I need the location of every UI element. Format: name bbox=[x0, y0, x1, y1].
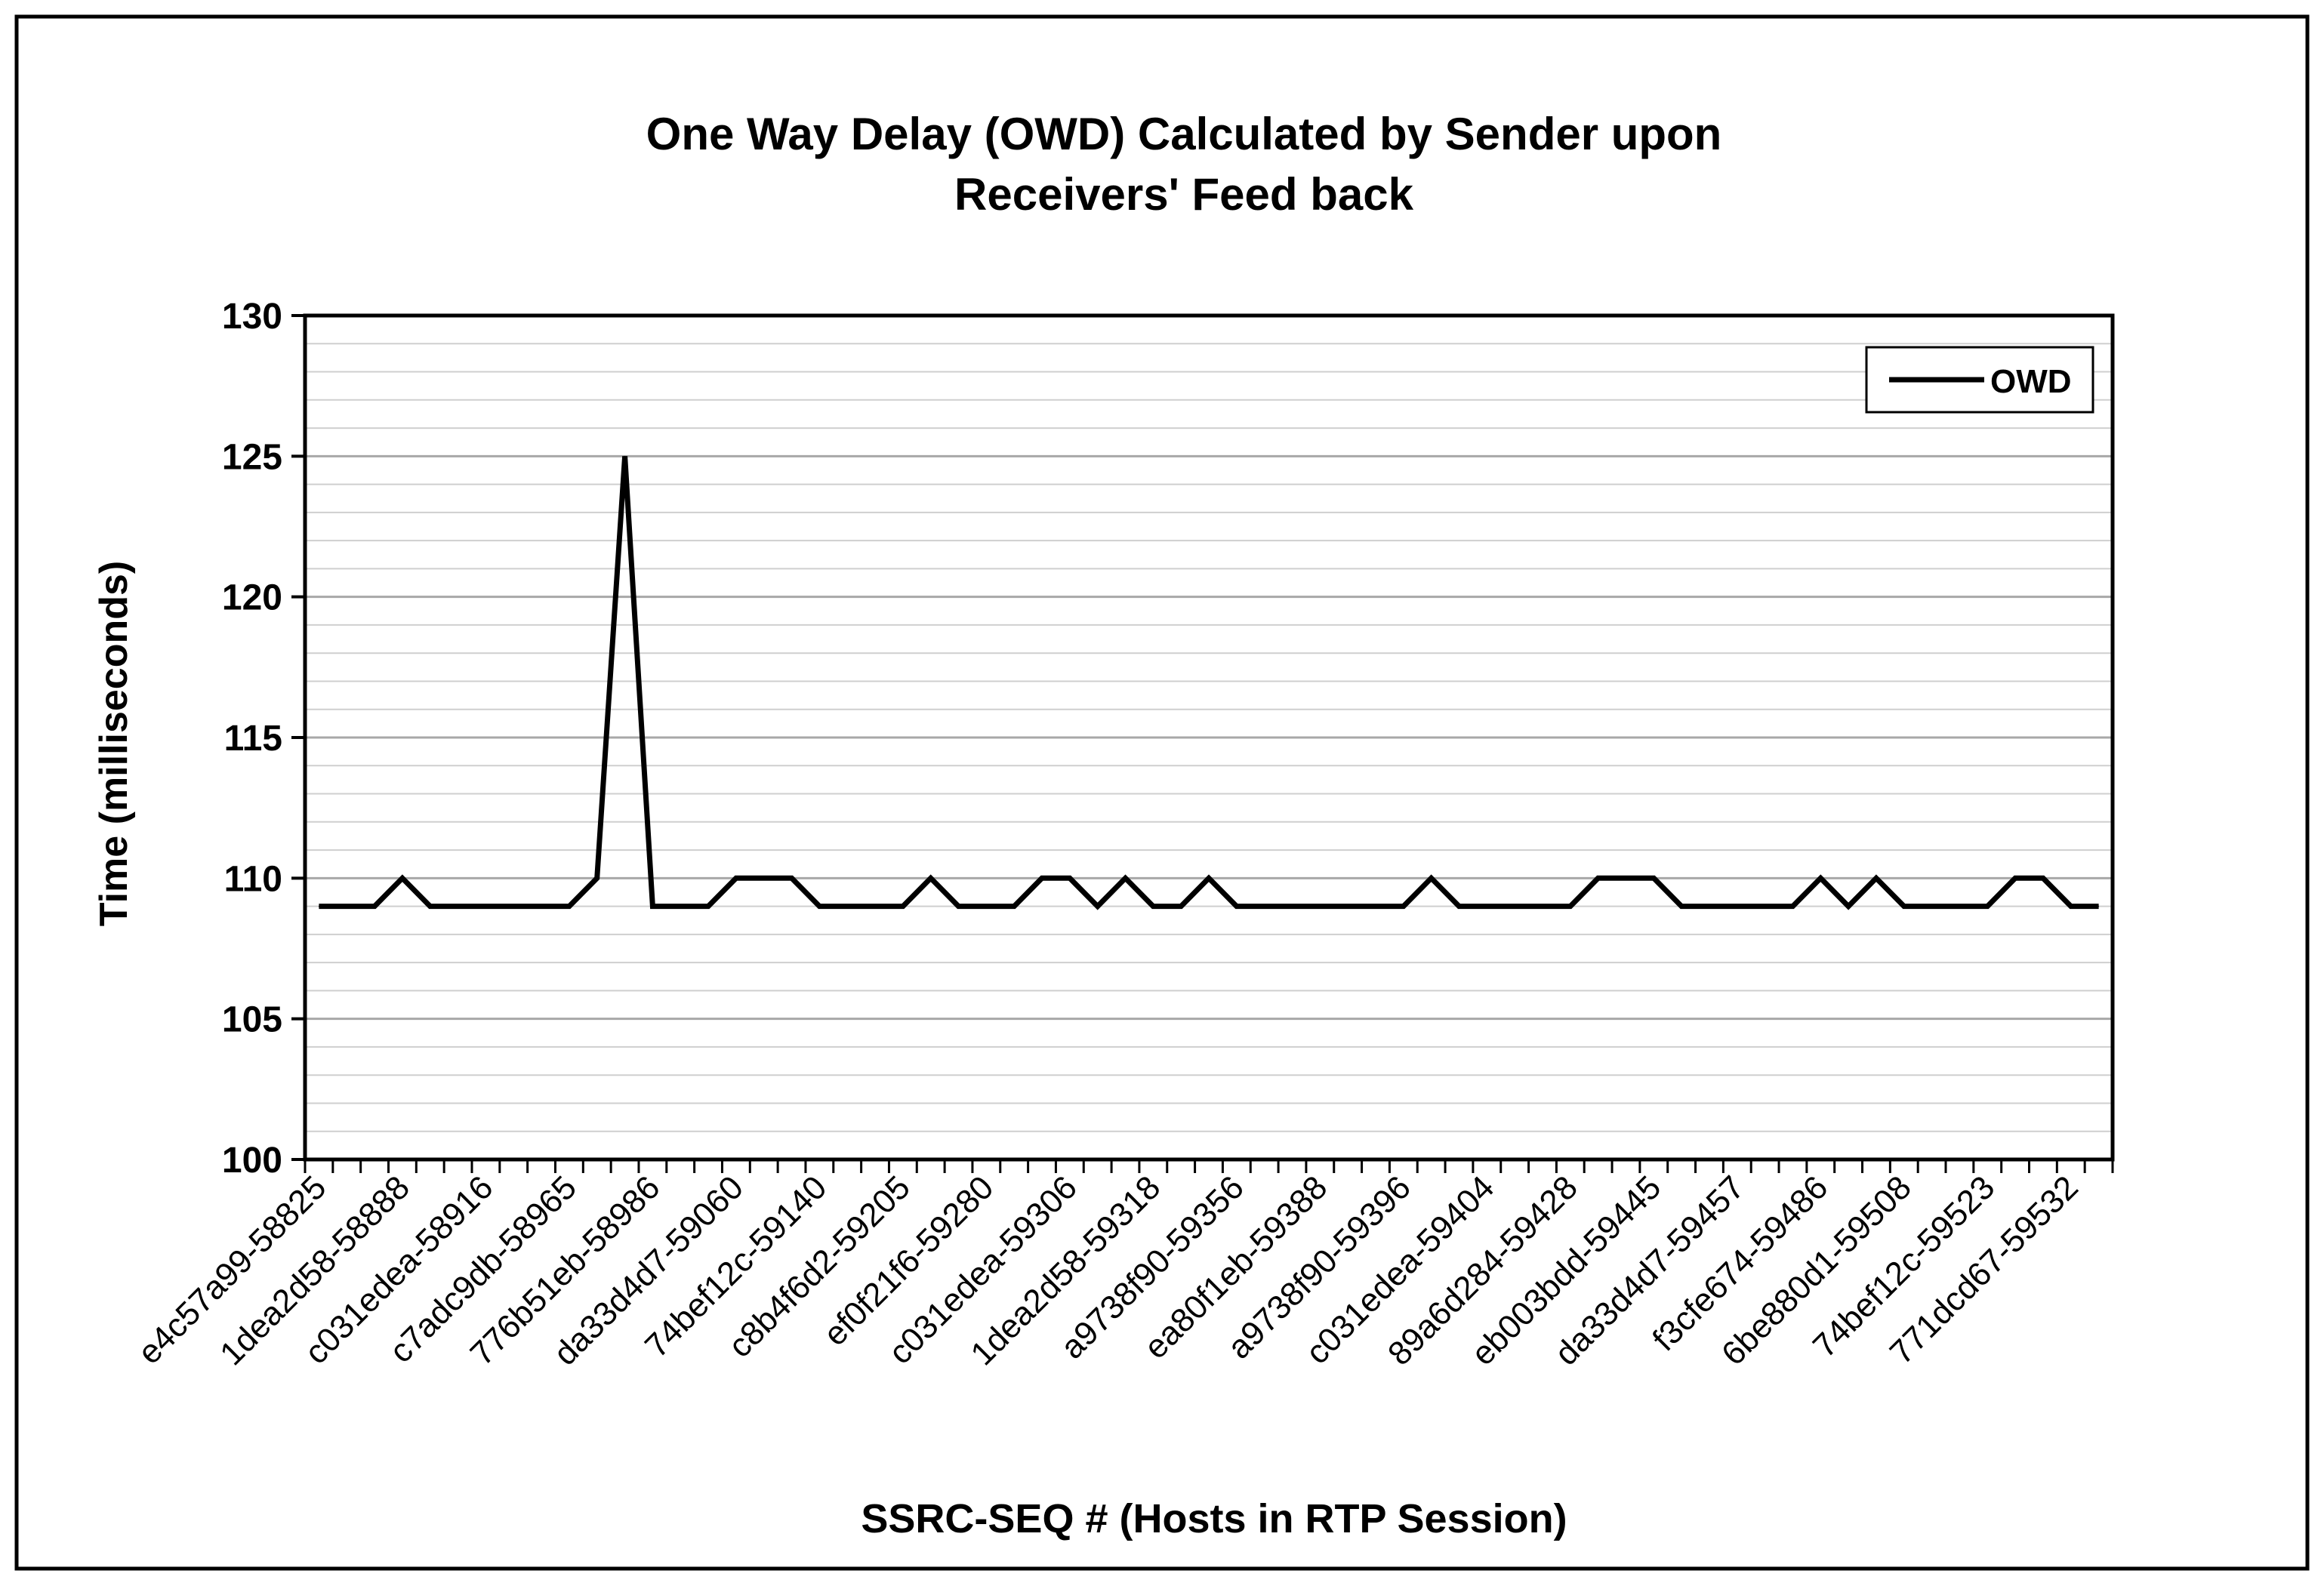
data-point bbox=[1986, 906, 1988, 907]
y-tick-label: 100 bbox=[222, 1141, 282, 1181]
chart-title-line2: Receivers' Feed back bbox=[954, 169, 1414, 220]
data-point bbox=[1403, 906, 1404, 907]
data-point bbox=[874, 906, 876, 907]
data-point bbox=[1792, 906, 1793, 907]
legend: OWD bbox=[1865, 346, 2094, 414]
y-axis: 100 105 110 115 120 125 130 bbox=[222, 297, 305, 1181]
data-point bbox=[652, 906, 653, 907]
data-point bbox=[846, 906, 848, 907]
data-point bbox=[791, 877, 793, 879]
data-point bbox=[1542, 906, 1543, 907]
y-axis-title: Time (milliseconds) bbox=[92, 561, 136, 927]
data-point bbox=[930, 877, 932, 879]
y-tick-label: 115 bbox=[224, 719, 282, 759]
data-point bbox=[1069, 877, 1071, 879]
legend-label-owd: OWD bbox=[1990, 363, 2072, 400]
y-tick-label: 110 bbox=[224, 859, 282, 899]
data-point bbox=[1152, 906, 1154, 907]
data-point bbox=[1013, 906, 1015, 907]
series-layer bbox=[318, 455, 2100, 910]
data-point bbox=[485, 906, 486, 907]
data-point bbox=[1180, 906, 1182, 907]
data-point bbox=[902, 906, 904, 907]
data-point bbox=[1375, 906, 1376, 907]
x-axis-title: SSRC-SEQ # (Hosts in RTP Session) bbox=[861, 1496, 1567, 1541]
data-point bbox=[1848, 906, 1849, 907]
gridlines bbox=[305, 343, 2113, 1132]
chart-title-line1: One Way Delay (OWD) Calculated by Sender… bbox=[646, 109, 1722, 159]
data-point bbox=[1097, 906, 1099, 907]
data-point bbox=[1431, 877, 1432, 879]
data-point bbox=[1041, 877, 1043, 879]
data-point bbox=[1291, 906, 1293, 907]
data-point bbox=[735, 877, 737, 879]
data-point bbox=[1903, 906, 1905, 907]
data-point bbox=[374, 906, 375, 907]
data-point bbox=[596, 877, 598, 879]
data-point bbox=[763, 877, 765, 879]
data-point bbox=[818, 906, 820, 907]
data-point bbox=[1681, 906, 1682, 907]
data-point bbox=[1931, 906, 1933, 907]
data-point bbox=[2042, 877, 2044, 879]
data-point bbox=[2098, 906, 2100, 907]
data-point bbox=[513, 906, 514, 907]
data-point bbox=[541, 906, 542, 907]
data-point bbox=[1125, 877, 1127, 879]
data-point bbox=[2070, 906, 2072, 907]
data-point bbox=[1236, 906, 1238, 907]
y-tick-label: 120 bbox=[222, 578, 282, 618]
data-point bbox=[1319, 906, 1321, 907]
data-point bbox=[624, 455, 626, 457]
data-point bbox=[1959, 906, 1960, 907]
data-point bbox=[680, 906, 681, 907]
data-point bbox=[1208, 877, 1210, 879]
y-tick-label: 125 bbox=[222, 437, 282, 477]
y-tick-label: 130 bbox=[222, 297, 282, 337]
data-point bbox=[707, 906, 709, 907]
data-point bbox=[958, 906, 960, 907]
data-point bbox=[1820, 877, 1821, 879]
y-tick-label: 105 bbox=[222, 1000, 282, 1040]
data-point bbox=[1264, 906, 1265, 907]
data-point bbox=[985, 906, 987, 907]
data-point bbox=[2014, 877, 2016, 879]
